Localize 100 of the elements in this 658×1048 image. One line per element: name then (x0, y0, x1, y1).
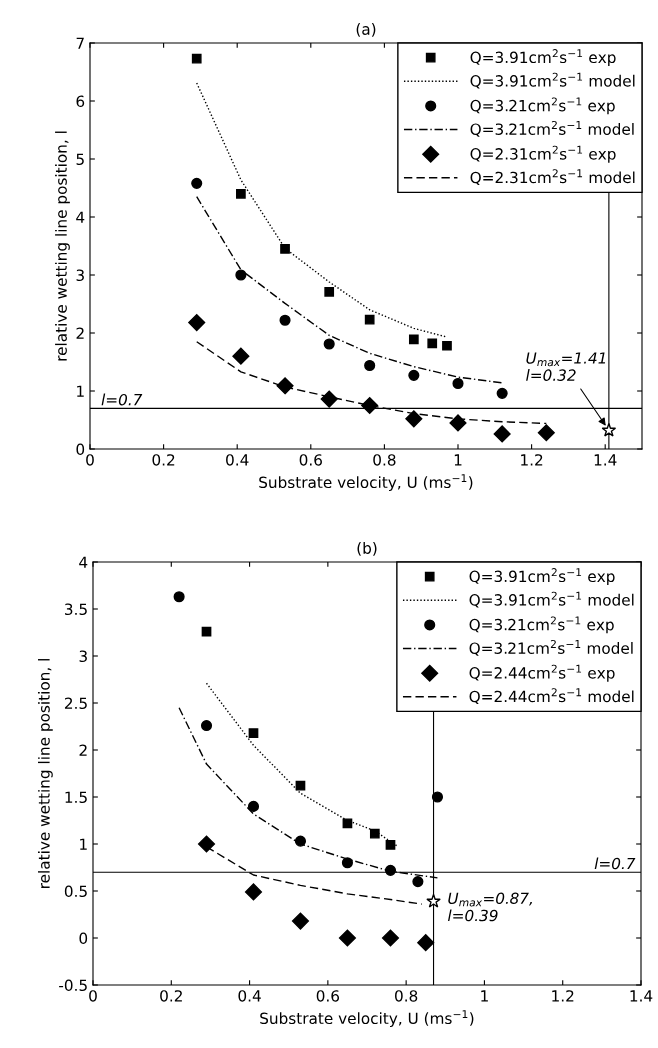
point (412, 876, 424, 888)
x-tick-label: 0.2 (152, 454, 175, 466)
point (408, 369, 420, 381)
point (338, 929, 356, 947)
y-tick-label: 1.5 (65, 791, 87, 804)
legend-label: Q=2.31cm$^{2}$s$^{−1}$ exp (470, 145, 616, 163)
point (173, 591, 185, 603)
point (324, 286, 335, 297)
y-tick-label: 1 (80, 838, 87, 850)
point (408, 334, 419, 345)
point (247, 800, 260, 812)
y-tick-label: 2 (79, 744, 87, 756)
point (405, 410, 423, 428)
y-tick-label: 2 (76, 327, 84, 339)
y-tick-label: 0 (76, 443, 85, 456)
point (364, 314, 375, 325)
x-axis-title: Substrate velocity, U (ms$^{−1}$) (260, 1010, 474, 1028)
point (342, 818, 353, 829)
x-tick-label: 0.8 (373, 454, 396, 466)
x-tick-label: 1.4 (594, 454, 617, 466)
point (364, 359, 376, 372)
point (276, 377, 294, 395)
point (452, 377, 464, 390)
legend-label: Q=3.91cm$^{2}$s$^{−1}$ model (470, 72, 635, 89)
line-series (205, 682, 400, 848)
point (295, 780, 306, 791)
point (197, 835, 216, 853)
chart-title: (b) (357, 542, 377, 556)
x-tick-label: 0.2 (160, 990, 182, 1002)
point (280, 244, 290, 254)
ref-line-label: l=0.7 (594, 857, 636, 870)
legend-label: Q=3.91cm$^{2}$s$^{−1}$ exp (469, 568, 615, 586)
annotation: U$_{max}$=0.87, l=0.39 (447, 892, 532, 922)
y-axis-title: relative wetting line position, l (55, 131, 70, 361)
y-tick-label: 4 (79, 556, 88, 568)
point (191, 177, 203, 189)
x-tick-label: 1 (454, 454, 462, 466)
point (235, 269, 247, 281)
x-tick-label: 1 (481, 990, 488, 1002)
x-tick-label: 1.2 (521, 454, 543, 466)
y-tick-label: 6 (76, 95, 85, 108)
y-tick-label: 0.5 (64, 885, 87, 898)
x-tick-label: 0.4 (226, 454, 249, 466)
point (449, 414, 467, 432)
point (381, 929, 400, 947)
y-tick-label: 4 (76, 211, 85, 223)
point (244, 883, 263, 901)
legend-label: Q=3.21cm$^{2}$s$^{−1}$ model (470, 120, 634, 137)
point (341, 857, 353, 869)
point (442, 340, 452, 351)
x-tick-label: 0.6 (316, 990, 340, 1002)
point (601, 422, 617, 437)
point (236, 188, 246, 199)
point (191, 53, 202, 64)
point (323, 338, 335, 350)
legend-label: Q=2.44cm$^{2}$s$^{−1}$ model (469, 688, 634, 704)
x-tick-label: 0.6 (299, 454, 322, 466)
point (232, 347, 250, 365)
point (188, 314, 206, 332)
point (320, 390, 338, 408)
point (369, 828, 380, 839)
x-tick-label: 0 (89, 990, 97, 1002)
legend-label: Q=3.91cm$^{2}$s$^{−1}$ exp (470, 49, 616, 67)
y-tick-label: 2.5 (64, 697, 87, 710)
chart-title: (a) (356, 23, 376, 37)
legend-label: Q=2.44cm$^{2}$s$^{−1}$ exp (469, 664, 615, 682)
x-tick-label: 0.4 (238, 990, 261, 1002)
y-tick-label: 3 (76, 269, 84, 282)
point (291, 912, 310, 930)
point (493, 425, 511, 443)
legend-label: Q=3.21cm$^{2}$s$^{−1}$ model (469, 639, 633, 656)
point (248, 728, 259, 738)
point (361, 396, 379, 415)
legend-label: Q=3.21cm$^{2}$s$^{−1}$ exp (470, 97, 615, 115)
point (496, 387, 508, 399)
x-tick-label: 1.4 (630, 990, 653, 1002)
point (384, 864, 397, 876)
annotation: U$_{max}$=1.41 l=0.32 (526, 352, 606, 381)
x-axis-title: Substrate velocity, U (ms$^{−1}$) (259, 474, 473, 492)
legend-label: Q=3.21cm$^{2}$s$^{−1}$ exp (469, 616, 614, 634)
legend-label: Q=3.91cm$^{2}$s$^{−1}$ model (469, 591, 634, 608)
point (200, 720, 213, 732)
point (294, 835, 307, 847)
point (537, 424, 555, 442)
y-tick-label: 3.5 (65, 603, 87, 616)
ref-line-label: l=0.7 (101, 393, 143, 406)
x-tick-label: 1.2 (552, 990, 574, 1002)
legend-label: Q=2.31cm$^{2}$s$^{−1}$ model (470, 169, 635, 185)
line-series (196, 82, 448, 338)
point (431, 791, 444, 803)
y-tick-label: 0 (79, 932, 88, 945)
y-tick-label: -0.5 (59, 979, 87, 992)
y-tick-label: 7 (76, 37, 84, 49)
point (279, 314, 291, 326)
point (426, 893, 441, 908)
y-axis-title: relative wetting line position, l (37, 659, 53, 888)
y-tick-label: 3 (79, 650, 87, 663)
point (385, 840, 396, 850)
point (427, 338, 438, 349)
x-tick-label: 0.8 (395, 990, 418, 1002)
